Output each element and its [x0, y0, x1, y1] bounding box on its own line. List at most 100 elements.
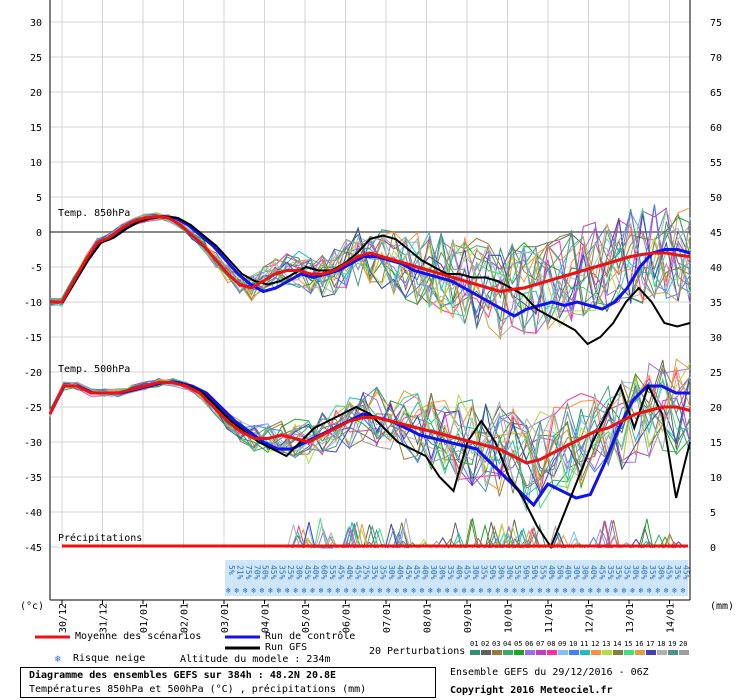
perturbation-swatch [591, 650, 601, 655]
y-tick-right: 40 [710, 263, 722, 274]
precip-perturbation [384, 523, 398, 549]
precip-perturbation [345, 522, 359, 549]
snowflake-icon: ❄ [672, 586, 677, 595]
snow-risk-pct: 35% [614, 565, 623, 580]
snowflake-icon: ❄ [243, 586, 248, 595]
x-tick-label: 03/01 [220, 603, 231, 633]
y-tick-right: 45 [710, 228, 722, 239]
y-tick-left: -30 [24, 438, 42, 449]
snowflake-icon: ❄ [378, 586, 383, 595]
y-tick-right: 55 [710, 158, 722, 169]
snowflake-icon: ❄ [563, 586, 568, 595]
snow-risk-pct: 40% [421, 565, 430, 580]
y-tick-right: 30 [710, 333, 722, 344]
snowflake-icon: ❄ [293, 586, 298, 595]
precip-perturbation [533, 523, 547, 549]
snow-risk-pct: 35% [480, 565, 489, 580]
snow-risk-pct: 70% [252, 565, 261, 580]
y-tick-right: 10 [710, 473, 722, 484]
right-unit-label: (mm) [710, 601, 734, 612]
precip-perturbation [355, 529, 369, 549]
snowflake-icon: ❄ [436, 586, 441, 595]
snowflake-icon: ❄ [571, 586, 576, 595]
x-tick-label: 10/01 [504, 603, 515, 633]
snowflake-icon: ❄ [234, 586, 239, 595]
snow-risk-pct: 30% [581, 565, 590, 580]
perturbation-swatch [536, 650, 546, 655]
precip-perturbation [350, 521, 364, 549]
info-subtitle: Températures 850hPa et 500hPa (°C) , pré… [29, 684, 367, 695]
legend-gfs-label: Run GFS [265, 642, 308, 653]
snowflake-icon: ❄ [327, 586, 332, 595]
snow-risk-pct: 30% [294, 565, 303, 580]
y-tick-right: 0 [710, 543, 716, 554]
perturbation-swatch [602, 650, 612, 655]
perturbation-swatch [514, 650, 524, 655]
y-tick-left: -10 [24, 298, 42, 309]
snowflake-icon: ❄ [302, 586, 307, 595]
perturbation-id: 06 [525, 640, 533, 648]
precip-perturbation [313, 518, 327, 549]
snowflake-icon: ❄ [479, 586, 484, 595]
perturbation-id: 02 [481, 640, 489, 648]
snow-risk-pct: 45% [597, 565, 606, 580]
perturbation-id: 18 [657, 640, 665, 648]
precip-perturbation [487, 524, 501, 549]
perturbation-id: 16 [635, 640, 643, 648]
y-tick-left: 10 [30, 158, 42, 169]
y-tick-right: 70 [710, 53, 722, 64]
x-tick-label: 02/01 [180, 603, 191, 633]
y-tick-right: 65 [710, 88, 722, 99]
snowflake-icon: ❄ [613, 586, 618, 595]
snowflake-icon: ❄ [470, 586, 475, 595]
y-tick-left: -35 [24, 473, 42, 484]
snowflake-icon: ❄ [369, 586, 374, 595]
y-tick-left: -45 [24, 543, 42, 554]
snowflake-icon: ❄ [622, 586, 627, 595]
snowflake-icon: ❄ [319, 586, 324, 595]
y-tick-right: 75 [710, 18, 722, 29]
perturbation-id: 07 [536, 640, 544, 648]
perturbation-swatch [492, 650, 502, 655]
y-tick-right: 25 [710, 368, 722, 379]
info-ensemble: Ensemble GEFS du 29/12/2016 - 06Z [450, 667, 649, 678]
precip-perturbation [522, 529, 536, 549]
snow-risk-pct: 35% [623, 565, 632, 580]
precip-perturbation [516, 527, 530, 549]
y-tick-right: 5 [710, 508, 716, 519]
legend-mean-label: Moyenne des scénarios [75, 631, 202, 642]
info-box: Diagramme des ensembles GEFS sur 384h : … [20, 667, 436, 698]
snowflake-icon: ❄ [580, 586, 585, 595]
perturbation-id: 09 [558, 640, 566, 648]
x-tick-label: 07/01 [382, 603, 393, 633]
snow-risk-pct: 60% [320, 565, 329, 580]
precip-perturbation [484, 521, 498, 549]
y-tick-right: 20 [710, 403, 722, 414]
snowflake-icon: ❄ [647, 586, 652, 595]
precip-perturbation [399, 518, 413, 549]
precip-perturbation [552, 531, 566, 549]
perturbation-swatch [503, 650, 513, 655]
y-tick-left: -40 [24, 508, 42, 519]
snow-risk-pct: 45% [463, 565, 472, 580]
snowflake-icon: ❄ [596, 586, 601, 595]
y-tick-left: -5 [30, 263, 42, 274]
snow-risk-pct: 30% [437, 565, 446, 580]
x-tick-label: 01/01 [139, 603, 150, 633]
y-tick-left: -20 [24, 368, 42, 379]
precip-perturbation [291, 529, 305, 549]
snowflake-icon: ❄ [420, 586, 425, 595]
snowflake-icon: ❄ [285, 586, 290, 595]
perturbation-id: 10 [569, 640, 577, 648]
snow-risk-pct: 50% [522, 565, 531, 580]
snow-risk-pct: 5% [227, 565, 236, 575]
perturbation-swatch [558, 650, 568, 655]
precip-perturbation [500, 530, 514, 549]
snowflake-icon: ❄ [411, 586, 416, 595]
snow-risk-pct: 45% [269, 565, 278, 580]
snow-risk-pct: 40% [345, 565, 354, 580]
snowflake-icon: ❄ [588, 586, 593, 595]
x-tick-label: 11/01 [544, 603, 555, 633]
precip-perturbation [658, 536, 672, 549]
snowflake-icon: ❄ [537, 586, 542, 595]
